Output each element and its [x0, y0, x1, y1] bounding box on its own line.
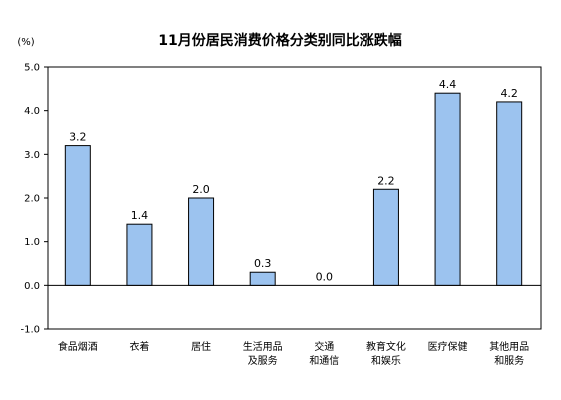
bar [188, 197, 215, 286]
data-labels-group: 3.2 1.4 2.0 0.3 0.0 2.2 4.4 4.2 [69, 78, 518, 283]
data-label: 0.0 [316, 270, 334, 283]
x-tick-label: 其他用品 [489, 340, 529, 353]
data-label: 4.4 [439, 78, 457, 91]
data-label: 1.4 [131, 209, 149, 222]
x-tick-label: 及服务 [248, 354, 278, 367]
y-tick-label: 5.0 [24, 63, 40, 74]
y-tick-label: 3.0 [24, 150, 40, 161]
data-label: 3.2 [69, 131, 87, 144]
x-tick-label: 居住 [191, 340, 211, 353]
bar [126, 223, 153, 286]
data-label: 2.0 [192, 183, 210, 196]
x-tick-label: 食品烟酒 [58, 340, 98, 353]
bar [434, 92, 461, 286]
y-axis: -1.0 0.0 1.0 2.0 3.0 4.0 5.0 [20, 63, 48, 336]
x-tick-label: 生活用品 [243, 340, 283, 353]
y-tick-label: 0.0 [24, 281, 40, 292]
y-tick-label: 4.0 [24, 106, 40, 117]
y-axis-unit: (%) [17, 37, 34, 48]
y-tick-label: 2.0 [24, 194, 40, 205]
plot-frame [47, 66, 542, 330]
bar [249, 271, 276, 286]
x-tick-label: 和服务 [494, 354, 524, 367]
bars-group [64, 92, 523, 286]
y-tick-label: -1.0 [20, 325, 40, 336]
x-tick-label: 衣着 [129, 340, 149, 353]
chart-title: 11月份居民消费价格分类别同比涨跌幅 [158, 32, 401, 49]
x-tick-label: 交通 [314, 340, 334, 353]
data-label: 2.2 [377, 174, 395, 187]
bar [496, 101, 523, 286]
bar [64, 145, 91, 286]
x-tick-label: 和通信 [309, 355, 339, 367]
y-tick-label: 1.0 [24, 237, 40, 248]
bar [372, 188, 399, 286]
data-label: 0.3 [254, 257, 272, 270]
x-tick-label: 教育文化 [366, 340, 406, 353]
data-label: 4.2 [500, 87, 518, 100]
x-tick-label: 和娱乐 [371, 354, 401, 367]
x-tick-label: 医疗保健 [428, 340, 468, 353]
